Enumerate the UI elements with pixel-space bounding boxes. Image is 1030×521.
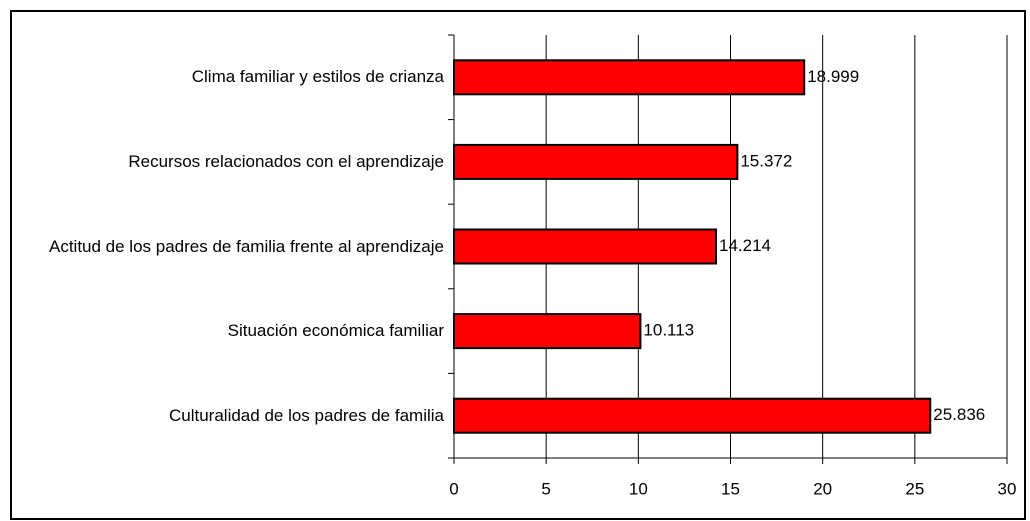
data-label: 15.372 <box>740 151 792 170</box>
bar <box>453 143 739 180</box>
x-tick-label: 0 <box>449 479 458 498</box>
y-tick-label: Culturalidad de los padres de familia <box>169 405 444 425</box>
y-tick-label-box: Actitud de los padres de familia frente … <box>20 217 444 277</box>
bar <box>453 313 642 350</box>
x-tick-label: 20 <box>813 479 832 498</box>
x-tick-label: 25 <box>905 479 924 498</box>
data-label: 14.214 <box>719 236 771 255</box>
data-label: 25.836 <box>933 405 985 424</box>
bar <box>453 228 718 265</box>
y-tick-label-box: Culturalidad de los padres de familia <box>20 386 444 446</box>
y-tick-label-box: Clima familiar y estilos de crianza <box>20 47 444 107</box>
bar <box>453 397 932 434</box>
x-tick-label: 30 <box>998 479 1017 498</box>
data-label: 18.999 <box>807 67 859 86</box>
x-tick-label: 10 <box>629 479 648 498</box>
data-label: 10.113 <box>643 321 694 340</box>
x-tick-label: 5 <box>541 479 550 498</box>
chart-frame <box>10 10 1026 520</box>
y-tick-label: Actitud de los padres de familia frente … <box>48 236 444 256</box>
bar <box>453 59 806 96</box>
y-tick-label: Situación económica familiar <box>227 321 444 341</box>
y-tick-label: Recursos relacionados con el aprendizaje <box>128 151 444 171</box>
y-tick-label-box: Situación económica familiar <box>20 301 444 361</box>
y-tick-label: Clima familiar y estilos de crianza <box>191 67 444 87</box>
x-tick-label: 15 <box>721 479 740 498</box>
y-tick-label-box: Recursos relacionados con el aprendizaje <box>20 132 444 192</box>
